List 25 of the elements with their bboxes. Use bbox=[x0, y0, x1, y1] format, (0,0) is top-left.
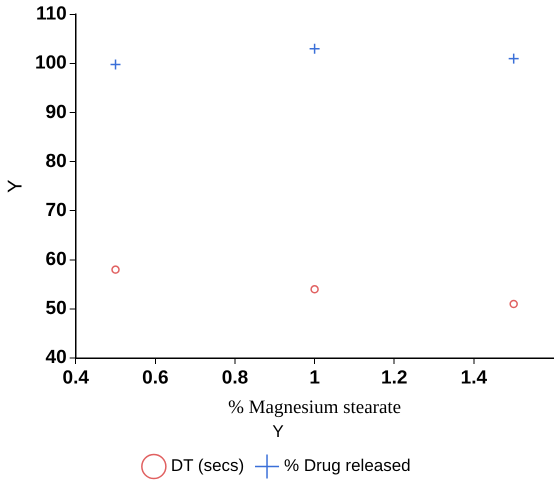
y-tick-label: 50 bbox=[46, 298, 67, 320]
x-tick-label: 0.4 bbox=[62, 368, 90, 389]
y-tick-label: 80 bbox=[46, 150, 67, 172]
y-tick-label: 110 bbox=[36, 4, 67, 25]
y-tick-label: 100 bbox=[35, 52, 67, 74]
legend-label: % Drug released bbox=[284, 456, 411, 476]
point bbox=[111, 265, 120, 274]
point bbox=[310, 285, 319, 294]
y-tick-label: 60 bbox=[46, 249, 67, 270]
point bbox=[110, 58, 122, 70]
x-axis-title: % Magnesium stearate bbox=[228, 397, 402, 418]
y-tick-label: 90 bbox=[46, 102, 67, 123]
point bbox=[308, 43, 320, 55]
x-tick-label: 0.6 bbox=[142, 368, 169, 389]
legend-label: DT (secs) bbox=[170, 456, 244, 476]
x-tick-label: 0.8 bbox=[222, 368, 248, 389]
y-axis-title: Y bbox=[4, 180, 27, 193]
y-tick-label: 40 bbox=[46, 347, 67, 368]
x-tick-label: 1 bbox=[309, 368, 320, 389]
y-tick-label: 70 bbox=[46, 200, 67, 221]
legend-title: Y bbox=[272, 422, 284, 441]
point bbox=[508, 52, 520, 64]
x-tick-label: 1.2 bbox=[381, 368, 408, 389]
point bbox=[509, 300, 518, 308]
x-tick-label: 1.4 bbox=[460, 368, 488, 389]
